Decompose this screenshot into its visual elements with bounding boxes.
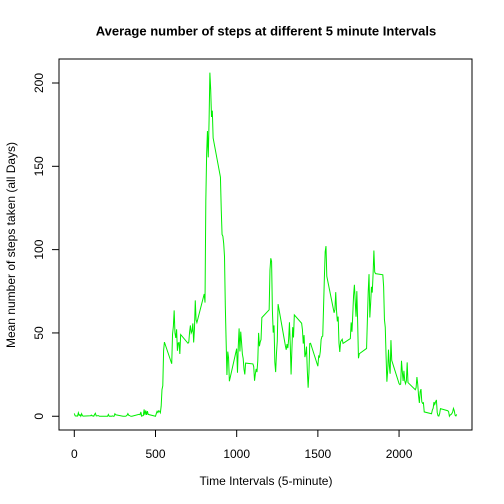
y-tick-label: 0	[32, 413, 46, 420]
x-axis-label: Time Intervals (5-minute)	[200, 474, 333, 488]
chart-title: Average number of steps at different 5 m…	[96, 23, 437, 38]
x-tick-label: 500	[145, 447, 165, 461]
x-tick-label: 0	[71, 447, 78, 461]
y-axis-label: Mean number of steps taken (all Days)	[4, 142, 18, 348]
y-tick-label: 200	[32, 73, 46, 93]
y-tick-label: 150	[32, 156, 46, 176]
x-tick-label: 1500	[305, 447, 332, 461]
data-line	[73, 72, 458, 418]
x-tick-label: 1000	[223, 447, 250, 461]
y-tick-label: 50	[32, 326, 46, 340]
x-tick-label: 2000	[386, 447, 413, 461]
y-tick-label: 100	[32, 239, 46, 259]
